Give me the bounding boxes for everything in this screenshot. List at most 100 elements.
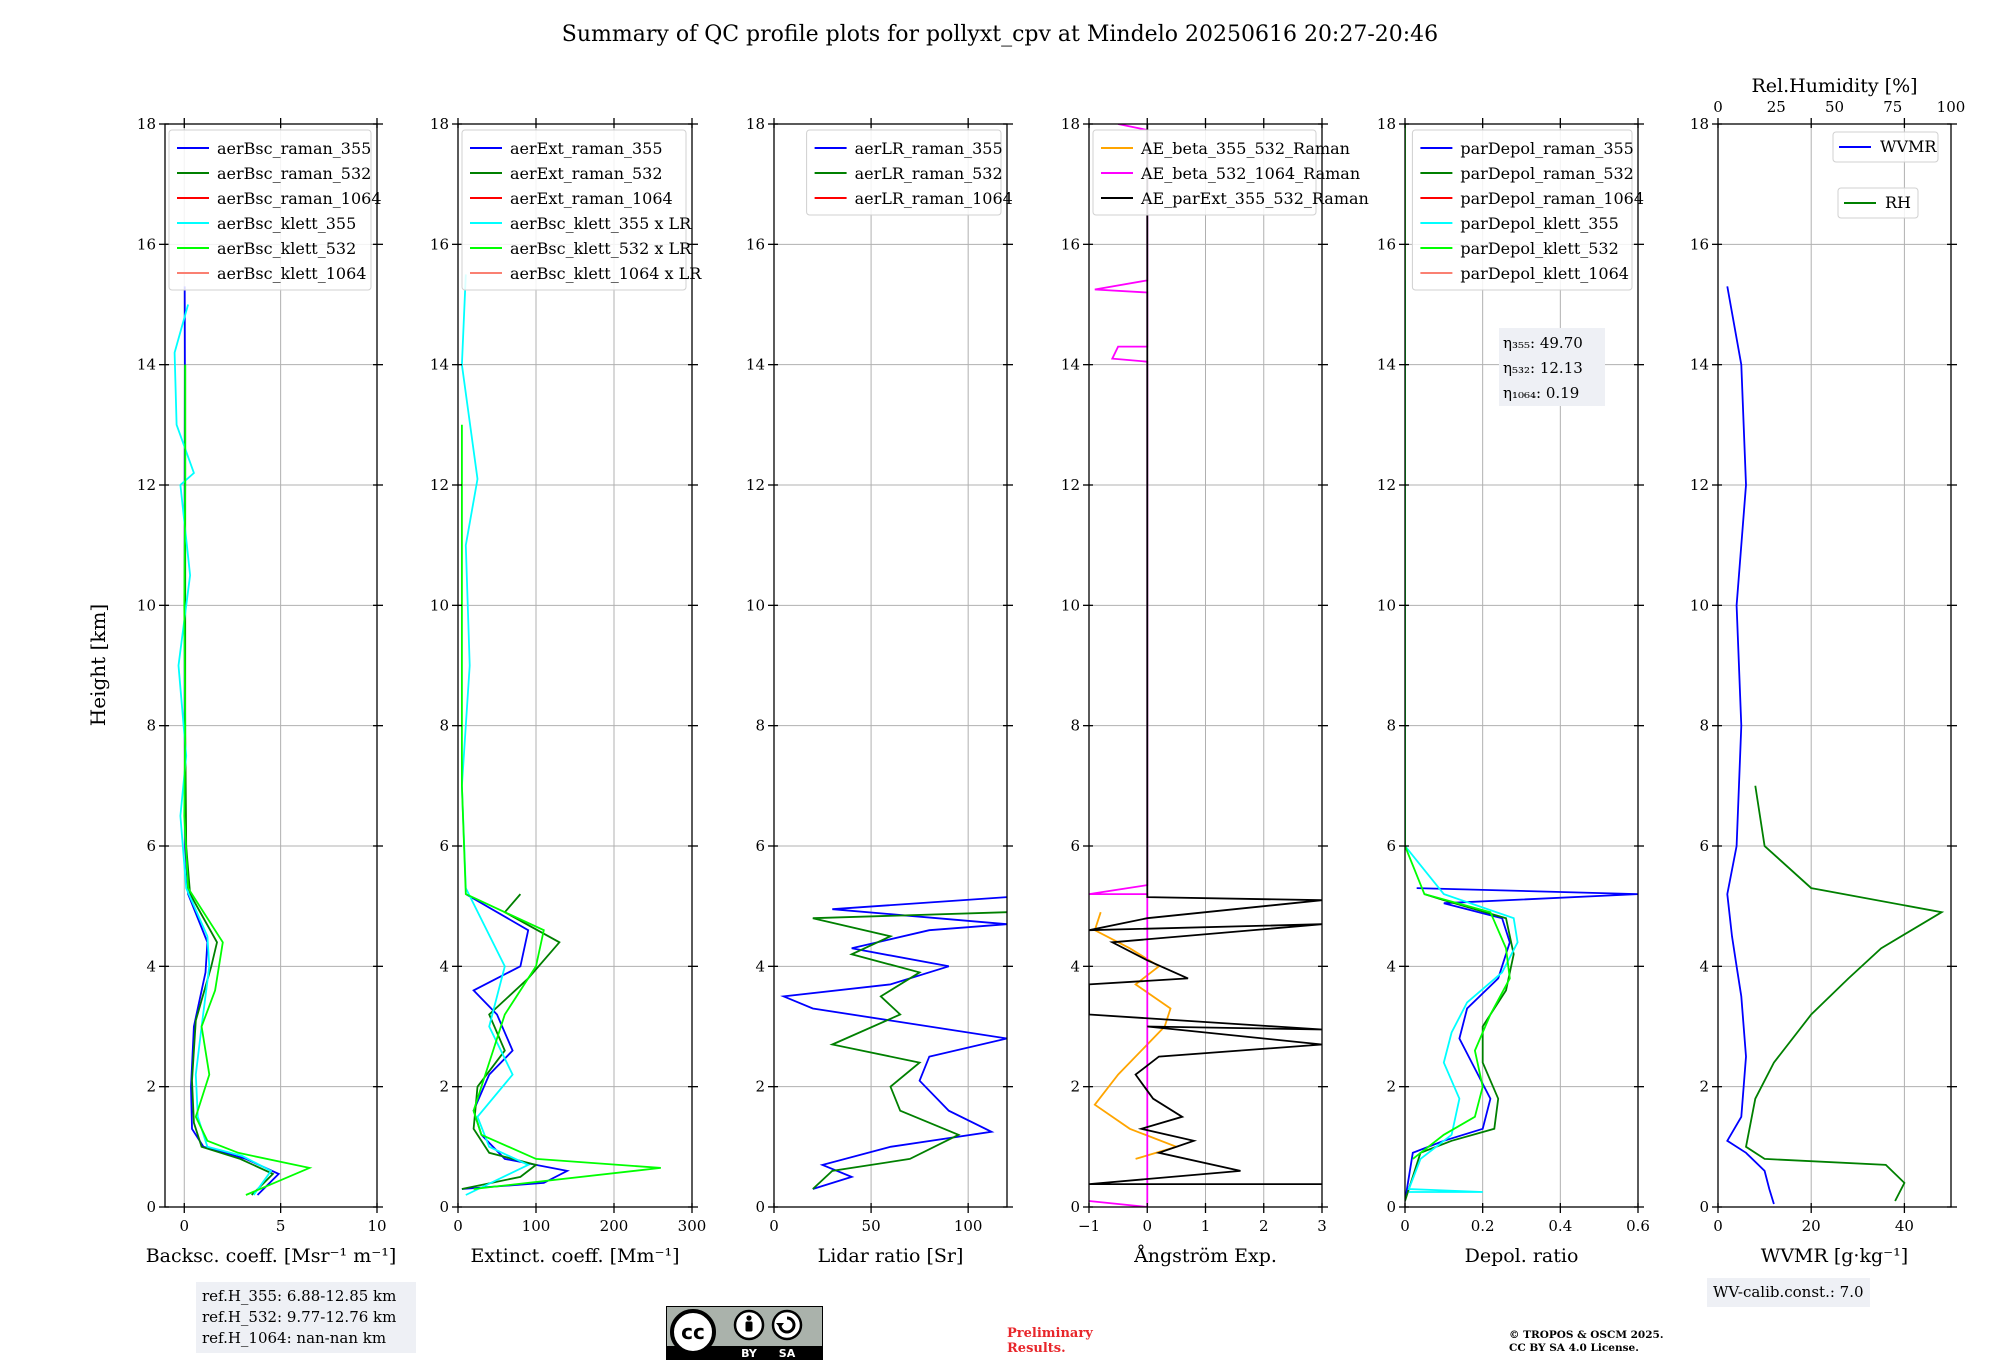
y-tick-label: 8	[1699, 717, 1709, 735]
x-tick-label: 0	[1400, 1217, 1410, 1235]
top-x-tick-label: 100	[1937, 98, 1966, 116]
legend-box	[1411, 129, 1633, 291]
series-line-aerBsc_klett_355 x LR	[460, 274, 531, 1196]
figure-title: Summary of QC profile plots for pollyxt_…	[561, 22, 1439, 47]
legend-box	[1092, 129, 1317, 216]
y-tick-label: 2	[146, 1078, 156, 1096]
x-tick-label: 0	[769, 1217, 779, 1235]
x-axis-label: Backsc. coeff. [Msr⁻¹ m⁻¹]	[146, 1245, 397, 1267]
series-line-aerBsc_klett_532 x LR	[461, 424, 661, 1190]
y-tick-label: 10	[137, 596, 156, 614]
legend-label-AE_parExt_355_532_Raman: AE_parExt_355_532_Raman	[1140, 189, 1369, 208]
series-line-aerExt_raman_532	[461, 893, 561, 1190]
y-tick-label: 10	[1690, 596, 1709, 614]
series-line-aerLR_raman_355	[780, 896, 1007, 1190]
x-axis-label: Lidar ratio [Sr]	[818, 1245, 964, 1267]
x-tick-label: 100	[954, 1217, 983, 1235]
y-tick-label: 0	[439, 1198, 449, 1216]
y-tick-label: 10	[1061, 596, 1080, 614]
y-tick-label: 18	[430, 115, 449, 133]
y-tick-label: 4	[146, 957, 156, 975]
y-tick-label: 0	[1386, 1198, 1396, 1216]
y-tick-label: 16	[1690, 235, 1709, 253]
y-tick-label: 4	[1070, 957, 1080, 975]
legend-label-aerBsc_klett_355: aerBsc_klett_355	[217, 214, 356, 233]
x-tick-label: 3	[1317, 1217, 1327, 1235]
cc-circle-icon	[670, 1309, 716, 1355]
x-tick-label: 50	[862, 1217, 881, 1235]
x-tick-label: 10	[367, 1217, 386, 1235]
y-tick-label: 8	[755, 717, 765, 735]
x-tick-label: 20	[1802, 1217, 1821, 1235]
plot-frame	[457, 123, 693, 1208]
series-line-parDepol_raman_532	[1405, 893, 1515, 1202]
panel-1: 0 2 4 6 8 10 12 14 16 18 0 100 200 300 Extinct. coeff.…	[430, 115, 706, 1267]
y-tick-label: 12	[1690, 476, 1709, 494]
x-axis-label: WVMR [g·kg⁻¹]	[1761, 1245, 1908, 1267]
top-x-tick-label: 50	[1825, 98, 1844, 116]
series-line-aerBsc_raman_355	[183, 286, 281, 1196]
x-tick-label: 0	[179, 1217, 189, 1235]
legend-label-aerBsc_klett_1064 x LR: aerBsc_klett_1064 x LR	[510, 264, 702, 283]
x-tick-label: −1	[1078, 1217, 1100, 1235]
y-tick-label: 10	[430, 596, 449, 614]
preliminary-notice: Preliminary Results.	[1007, 1326, 1093, 1356]
y-tick-label: 14	[746, 356, 765, 374]
series-group	[1405, 124, 1638, 1202]
eta-annotation-box	[1499, 328, 1605, 406]
legend-label-AE_beta_532_1064_Raman: AE_beta_532_1064_Raman	[1140, 164, 1360, 183]
legend-box	[461, 129, 687, 291]
y-tick-label: 18	[1061, 115, 1080, 133]
series-line-aerBsc_raman_532	[184, 364, 275, 1196]
y-tick-label: 0	[755, 1198, 765, 1216]
copyright-line-2: CC BY SA 4.0 License.	[1509, 1342, 1639, 1354]
y-tick-label: 12	[1377, 476, 1396, 494]
series-line-AE_parExt_355_532_Raman	[1089, 124, 1322, 1185]
series-line-parDepol_klett_532	[1405, 124, 1511, 1160]
y-tick-label: 16	[1061, 235, 1080, 253]
legend-box	[168, 129, 372, 291]
y-tick-label: 8	[439, 717, 449, 735]
series-line-aerBsc_klett_355	[173, 304, 273, 1196]
sa-label: SA	[779, 1347, 796, 1360]
series-line-aerExt_raman_355	[461, 893, 570, 1190]
y-tick-label: 6	[1699, 837, 1709, 855]
plot-frame	[773, 123, 1008, 1208]
y-tick-label: 16	[1377, 235, 1396, 253]
y-tick-label: 18	[746, 115, 765, 133]
y-tick-label: 14	[1061, 356, 1080, 374]
cc-text: cc	[681, 1320, 705, 1344]
by-label: BY	[741, 1347, 758, 1360]
plot-frame	[1717, 123, 1952, 1208]
series-line-RH	[1745, 785, 1945, 1202]
legend-label-RH: RH	[1885, 193, 1911, 212]
legend-label-aerBsc_raman_532: aerBsc_raman_532	[217, 164, 371, 183]
x-axis-label: Ångström Exp.	[1133, 1245, 1277, 1267]
y-tick-label: 14	[1377, 356, 1396, 374]
series-group	[173, 286, 313, 1196]
y-tick-label: 12	[430, 476, 449, 494]
y-tick-label: 4	[1699, 957, 1709, 975]
plot-frame	[1404, 123, 1639, 1208]
eta-annotation-line: η₁₀₆₄: 0.19	[1503, 384, 1579, 402]
panel-4: 0 2 4 6 8 10 12 14 16 18 0 0.2 0.4 0.6 Depol. ratio par…	[1377, 115, 1650, 1267]
series-line-AE_beta_355_532_Raman	[1093, 911, 1180, 1160]
legend-box	[1837, 187, 1919, 219]
y-tick-label: 14	[137, 356, 156, 374]
legend-box	[806, 129, 1002, 216]
x-tick-label: 0	[1142, 1217, 1152, 1235]
panel-0: 0 2 4 6 8 10 12 14 16 18 0 5 10 Backsc. coeff. [Msr⁻¹…	[137, 115, 396, 1267]
series-line-WVMR	[1726, 286, 1775, 1205]
y-tick-label: 16	[430, 235, 449, 253]
series-line-aerBsc_klett_532	[183, 364, 313, 1196]
y-axis-label: Height [km]	[86, 604, 110, 726]
preliminary-line-1: Preliminary	[1007, 1326, 1093, 1341]
x-tick-label: 1	[1201, 1217, 1211, 1235]
y-tick-label: 8	[146, 717, 156, 735]
x-tick-label: 0.2	[1471, 1217, 1495, 1235]
share-alike-icon	[771, 1309, 803, 1341]
y-tick-label: 4	[755, 957, 765, 975]
y-tick-label: 0	[1070, 1198, 1080, 1216]
